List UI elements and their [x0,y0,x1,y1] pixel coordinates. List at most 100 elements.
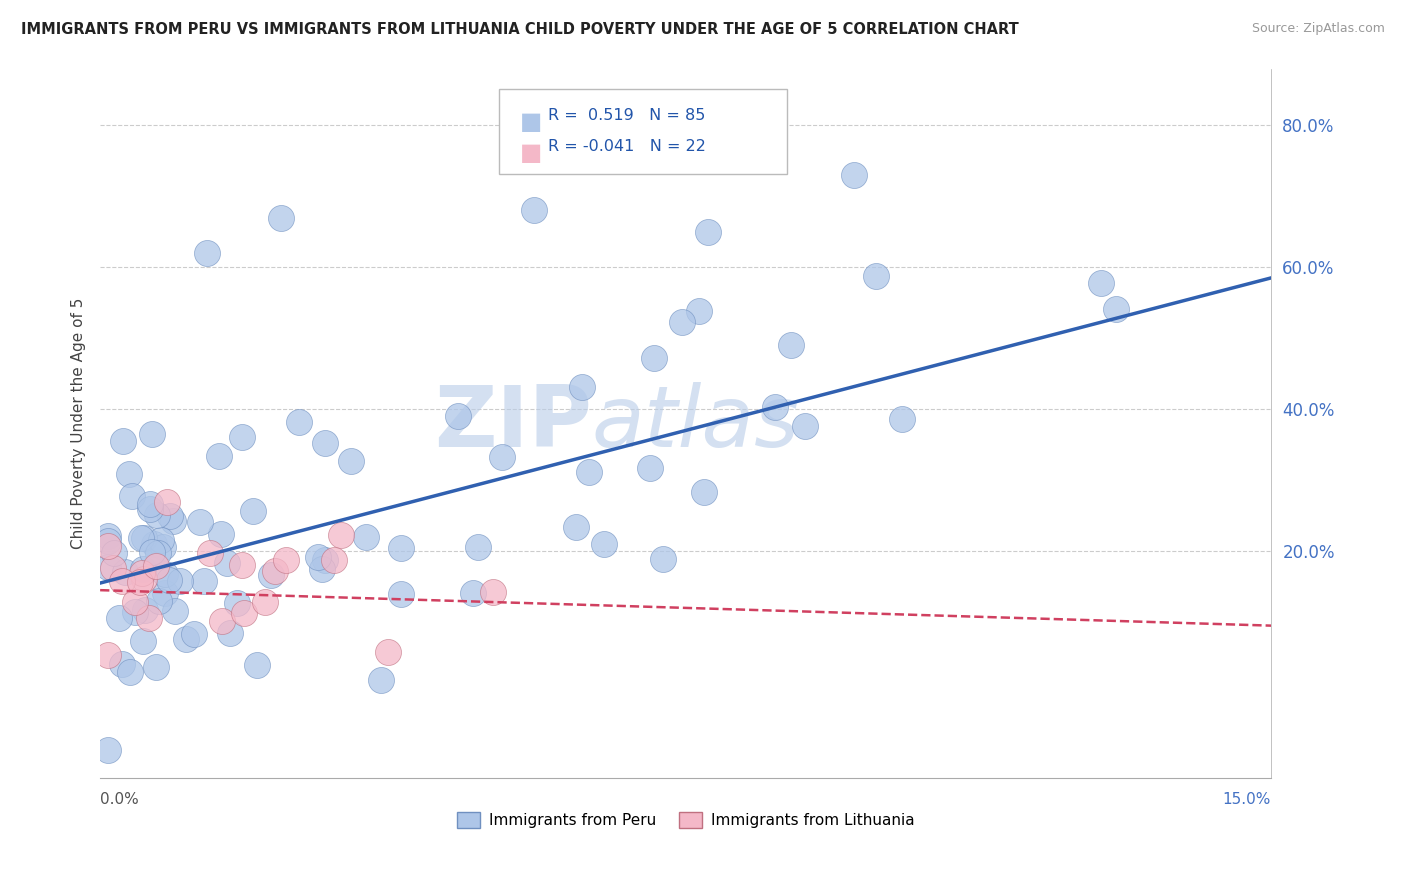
Text: ■: ■ [520,141,543,165]
Point [124,605,146,619]
Text: Source: ZipAtlas.com: Source: ZipAtlas.com [1251,22,1385,36]
Text: 0.0%: 0.0% [100,792,139,807]
Point [97,559,120,574]
Point [111,574,134,588]
Point [446,409,468,423]
Point [356,529,378,543]
Point [288,416,311,430]
Point [149,533,172,548]
Text: R =  0.519   N = 85: R = 0.519 N = 85 [548,108,706,123]
Point [793,419,815,434]
Text: R = -0.041   N = 22: R = -0.041 N = 22 [548,139,706,154]
Text: ZIP: ZIP [434,382,592,465]
Point [110,657,132,671]
Point [467,540,489,554]
Point [565,520,588,534]
Point [97,648,120,663]
Point [314,435,336,450]
Point [139,497,162,511]
Point [169,574,191,588]
Point [340,454,363,468]
Point [156,495,179,509]
Point [233,606,256,620]
Point [162,514,184,528]
Point [578,466,600,480]
Point [97,533,120,548]
Point [145,508,167,522]
Point [226,595,249,609]
Point [132,634,155,648]
Point [146,545,169,559]
Point [129,532,152,546]
Point [134,603,156,617]
Point [153,567,176,582]
Point [329,527,352,541]
Point [693,485,716,500]
Point [253,595,276,609]
Point [159,508,181,523]
Point [640,460,662,475]
Point [124,595,146,609]
Point [491,450,513,465]
Point [482,584,505,599]
Point [132,531,155,545]
Point [389,541,412,556]
Point [152,540,174,554]
Point [145,558,167,573]
Point [270,211,292,225]
Point [143,537,166,551]
Point [200,545,222,559]
Point [780,337,803,351]
Point [103,546,125,560]
Point [148,593,170,607]
Y-axis label: Child Poverty Under the Age of 5: Child Poverty Under the Age of 5 [72,298,86,549]
Point [311,562,333,576]
Point [183,627,205,641]
Point [97,743,120,757]
Point [103,561,125,575]
Point [571,380,593,394]
Point [763,400,786,414]
Point [97,539,120,553]
Point [259,568,281,582]
Point [215,556,238,570]
Point [131,566,153,581]
Point [174,632,197,647]
Point [163,604,186,618]
Point [865,269,887,284]
Point [121,489,143,503]
Point [195,246,218,260]
Point [842,168,865,182]
Point [209,526,232,541]
Point [132,572,155,586]
Point [697,225,720,239]
Point [190,516,212,530]
Legend: Immigrants from Peru, Immigrants from Lithuania: Immigrants from Peru, Immigrants from Li… [450,806,921,834]
Point [314,553,336,567]
Point [111,434,134,449]
Point [231,558,253,572]
Point [264,564,287,578]
Point [211,614,233,628]
Point [323,553,346,567]
Point [128,575,150,590]
Point [1090,276,1112,290]
Text: 15.0%: 15.0% [1223,792,1271,807]
Point [159,573,181,587]
Point [688,304,710,318]
Point [141,545,163,559]
Point [114,566,136,580]
Point [370,673,392,687]
Point [463,586,485,600]
Point [145,660,167,674]
Point [246,657,269,672]
Point [97,529,120,543]
Text: atlas: atlas [592,382,800,465]
Point [671,315,693,329]
Point [155,585,177,599]
Point [107,611,129,625]
Point [132,562,155,576]
Point [138,610,160,624]
Point [120,665,142,680]
Point [231,430,253,444]
